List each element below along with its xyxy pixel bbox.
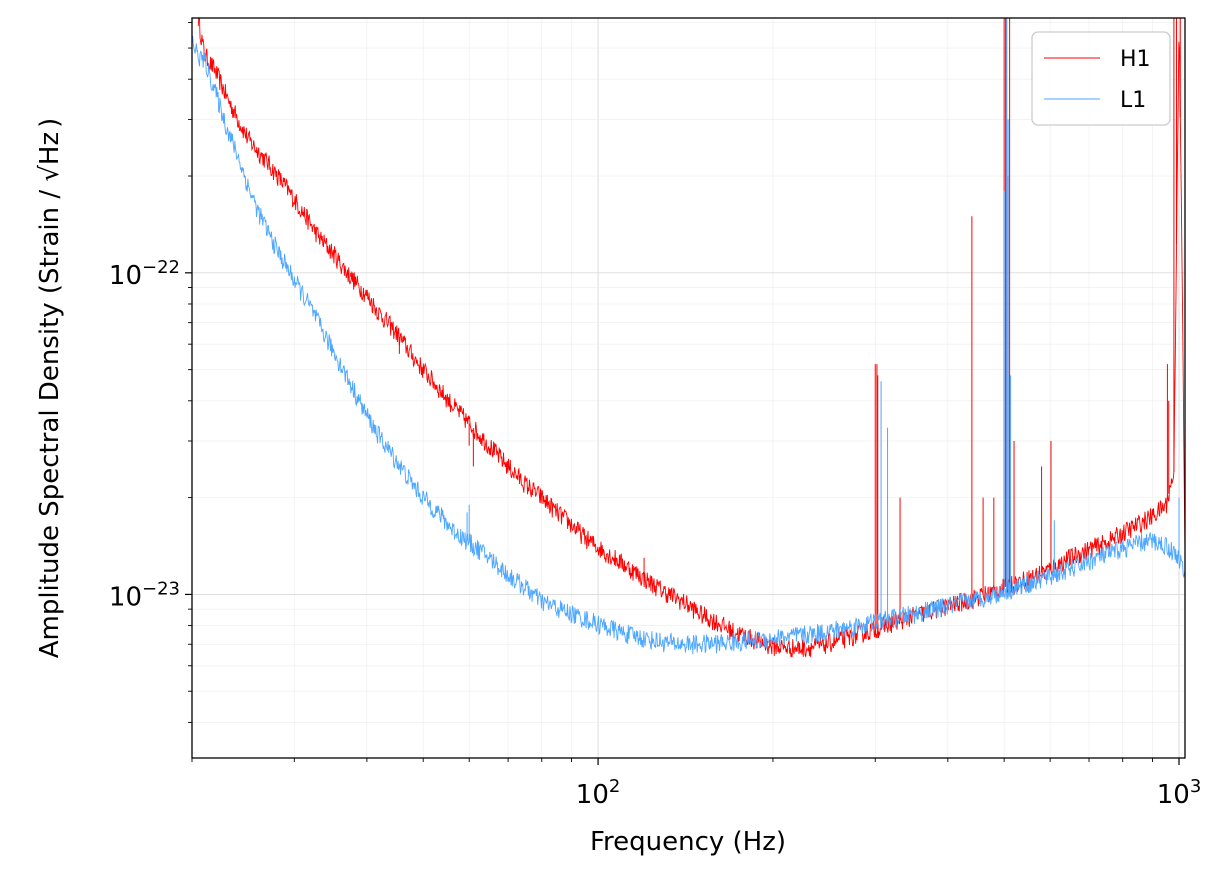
sqrt-radical: √ <box>35 165 65 182</box>
x-tick-label: 102 <box>576 776 621 810</box>
series-layer <box>192 18 1185 658</box>
y-tick-label-exponent: −22 <box>142 257 180 278</box>
y-axis-label: Amplitude Spectral Density (Strain / √Hz… <box>35 118 65 659</box>
series-l1 <box>192 18 1185 655</box>
legend-label-h1: H1 <box>1120 47 1151 72</box>
legend-box <box>1031 31 1171 126</box>
legend: H1 L1 <box>1031 31 1171 126</box>
y-tick-label: 10−23 <box>109 578 180 612</box>
y-axis-label-close: ) <box>35 118 65 128</box>
x-tick-label-exponent: 3 <box>1190 776 1201 797</box>
y-tick-label-exponent: −23 <box>142 578 180 599</box>
y-axis-label-main: Amplitude Spectral Density (Strain / <box>35 182 65 659</box>
y-axis-label-sqrt-unit: Hz <box>35 132 65 165</box>
plot-frame <box>191 17 1186 759</box>
series-line-l1 <box>192 35 1185 655</box>
y-axis-label-text: Amplitude Spectral Density (Strain / √Hz… <box>35 118 65 659</box>
x-tick-label-base: 10 <box>576 780 609 810</box>
y-tick-label-base: 10 <box>109 582 142 612</box>
y-tick-label: 10−22 <box>109 257 180 291</box>
x-tick-label-base: 10 <box>1157 780 1190 810</box>
x-tick-label-exponent: 2 <box>609 776 620 797</box>
x-tick-label: 103 <box>1157 776 1202 810</box>
legend-label-l1: L1 <box>1120 88 1146 113</box>
x-axis-label: Frequency (Hz) <box>590 827 786 857</box>
y-tick-label-base: 10 <box>109 261 142 291</box>
